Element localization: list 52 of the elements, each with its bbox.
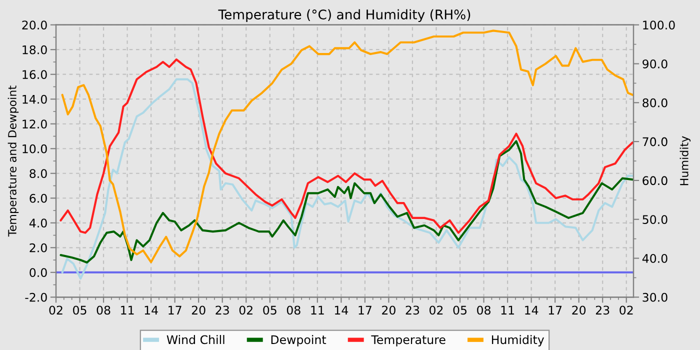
x-tick-label: 05 <box>263 306 276 315</box>
y2-tick-label: 40.0 <box>642 254 668 263</box>
x-tick-label: 20 <box>382 306 396 315</box>
x-tick-label: 05 <box>453 306 466 315</box>
y2-tick-label: 70.0 <box>642 137 668 146</box>
chart-title: Temperature (°C) and Humidity (RH%) <box>218 9 470 22</box>
x-tick-label: 11 <box>121 306 134 314</box>
x-tick-label: 08 <box>96 306 110 315</box>
y-tick-label: 10.0 <box>22 144 47 154</box>
y-tick-label: 20.0 <box>22 20 47 30</box>
y-axis-title: Temperature and Dewpoint <box>8 86 19 237</box>
x-tick-label: 23 <box>596 306 610 315</box>
x-tick-label: 14 <box>525 306 538 314</box>
y-tick-label: 18.0 <box>22 45 47 54</box>
x-tick-label: 23 <box>406 306 420 315</box>
y-tick-label: 12.0 <box>22 120 47 129</box>
y-tick-label: 6.0 <box>30 194 47 203</box>
x-tick-label: 23 <box>216 306 229 315</box>
y-tick-label: 4.0 <box>29 218 47 228</box>
y2-tick-label: 60.0 <box>642 176 668 186</box>
x-tick-label: 11 <box>501 306 514 314</box>
y2-axis-title: Humidity <box>680 136 691 186</box>
y2-tick-label: 100.0 <box>643 20 675 30</box>
x-tick-label: 17 <box>548 306 562 314</box>
y2-tick-label: 90.0 <box>642 59 668 68</box>
x-tick-label: 17 <box>168 306 182 314</box>
y2-tick-label: 50.0 <box>642 215 668 224</box>
x-tick-label: 11 <box>311 306 324 314</box>
legend-label: Dewpoint <box>271 335 326 346</box>
y-tick-label: 2.0 <box>30 243 47 252</box>
x-tick-label: 08 <box>477 306 490 315</box>
y-tick-label: 8.0 <box>30 169 47 178</box>
x-tick-label: 02 <box>239 306 252 315</box>
y-tick-label: -2.0 <box>25 292 47 302</box>
x-tick-label: 02 <box>430 306 443 315</box>
x-tick-label: 05 <box>73 306 86 315</box>
y2-tick-label: 80.0 <box>642 98 668 108</box>
legend-label: Humidity <box>492 335 544 346</box>
x-tick-label: 20 <box>572 306 586 315</box>
legend-label: Wind Chill <box>166 335 224 344</box>
legend-label: Temperature <box>371 335 446 346</box>
x-tick-label: 02 <box>49 306 62 315</box>
x-tick-label: 14 <box>144 306 158 314</box>
y-tick-label: 16.0 <box>22 70 47 80</box>
y2-tick-label: 30.0 <box>642 292 668 302</box>
y-tick-label: 0.0 <box>30 268 47 278</box>
x-tick-label: 14 <box>334 306 348 314</box>
x-tick-label: 02 <box>620 306 633 315</box>
x-tick-label: 17 <box>358 306 372 314</box>
x-tick-label: 20 <box>192 306 206 315</box>
x-tick-label: 08 <box>286 306 300 315</box>
y-tick-label: 14.0 <box>22 94 47 104</box>
